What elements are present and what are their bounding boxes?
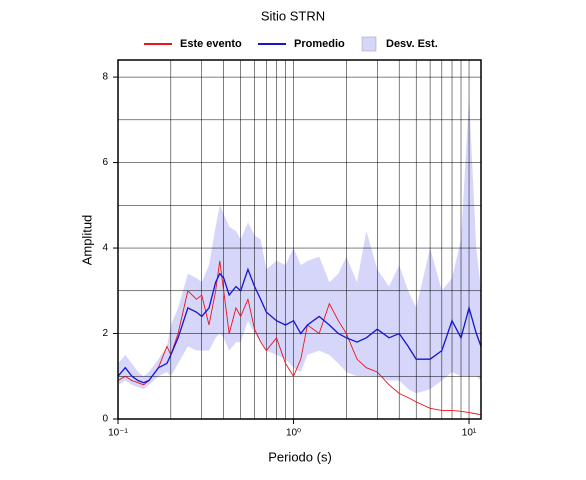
y-tick-label: 6 — [102, 157, 108, 168]
legend-swatch — [361, 36, 377, 52]
chart-title: Sitio STRN — [261, 8, 325, 23]
y-tick-label: 8 — [102, 72, 108, 83]
legend-label: Desv. Est. — [386, 38, 438, 50]
x-tick-label: 10⁰ — [286, 428, 301, 439]
legend-label: Este evento — [180, 38, 242, 50]
line-series — [117, 260, 482, 416]
y-tick-label: 0 — [102, 414, 108, 425]
y-axis-label: Amplitud — [79, 215, 94, 266]
plot-frame — [117, 59, 482, 420]
x-tick-label: 10¹ — [462, 428, 477, 439]
legend-label: Promedio — [294, 38, 345, 50]
line-series — [117, 267, 482, 384]
y-tick-label: 4 — [102, 243, 108, 254]
x-tick-label: 10⁻¹ — [108, 428, 128, 439]
x-axis-label: Periodo (s) — [268, 449, 332, 464]
y-tick-label: 2 — [102, 328, 108, 339]
std-band — [118, 98, 481, 394]
